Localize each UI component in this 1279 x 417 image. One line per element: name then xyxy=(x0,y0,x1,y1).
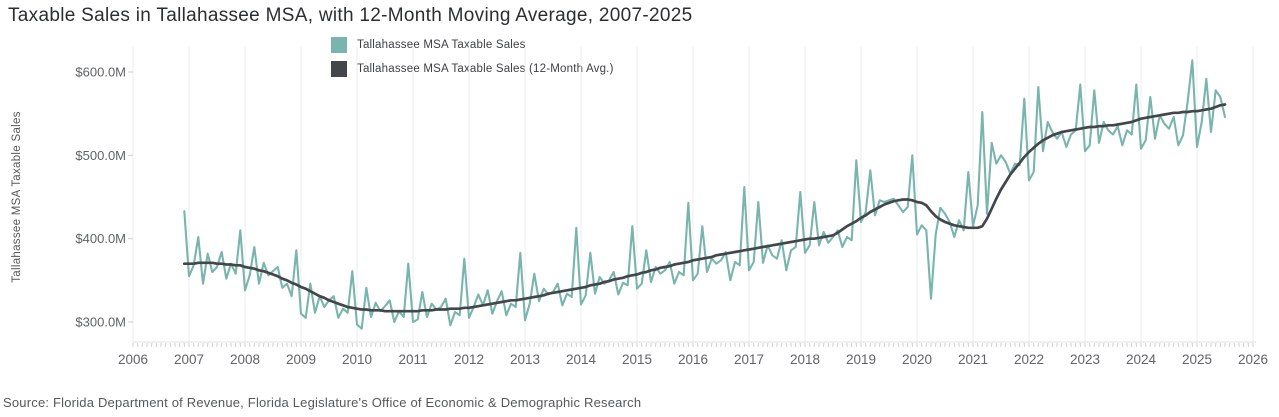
x-axis-label: 2023 xyxy=(1070,352,1100,367)
legend-item-moving-average[interactable]: Tallahassee MSA Taxable Sales (12-Month … xyxy=(331,61,614,77)
x-axis-label: 2026 xyxy=(1238,352,1268,367)
x-axis-label: 2006 xyxy=(118,352,148,367)
x-axis-label: 2016 xyxy=(678,352,708,367)
legend-item-sales[interactable]: Tallahassee MSA Taxable Sales xyxy=(331,37,614,53)
x-axis-label: 2008 xyxy=(230,352,260,367)
sales-series-swatch xyxy=(331,37,347,53)
x-axis-label: 2007 xyxy=(174,352,204,367)
legend-label-sales: Tallahassee MSA Taxable Sales xyxy=(357,39,526,51)
x-axis-label: 2025 xyxy=(1182,352,1212,367)
taxable-sales-line xyxy=(183,59,1227,330)
y-axis-label: $400.0M xyxy=(75,231,126,246)
x-axis-label: 2013 xyxy=(510,352,540,367)
source-note: Source: Florida Department of Revenue, F… xyxy=(3,395,642,410)
x-axis-label: 2018 xyxy=(790,352,820,367)
x-axis-label: 2017 xyxy=(734,352,764,367)
legend: Tallahassee MSA Taxable Sales Tallahasse… xyxy=(331,37,614,85)
x-axis-label: 2015 xyxy=(622,352,652,367)
x-axis-label: 2019 xyxy=(846,352,876,367)
chart-title: Taxable Sales in Tallahassee MSA, with 1… xyxy=(8,5,693,26)
y-axis-label: $600.0M xyxy=(75,65,126,80)
x-axis-label: 2011 xyxy=(398,352,427,367)
plot-area: 2006 2007 2008 2009 2010 2011 2012 2013 2014 2015… xyxy=(75,47,1268,367)
legend-label-moving-average: Tallahassee MSA Taxable Sales (12-Month … xyxy=(357,63,614,75)
x-axis-label: 2022 xyxy=(1014,352,1044,367)
moving-average-series-swatch xyxy=(331,61,347,77)
moving-average-line xyxy=(182,103,1227,313)
x-axis-label: 2024 xyxy=(1126,352,1157,367)
x-axis-label: 2021 xyxy=(958,352,988,367)
x-axis-label: 2009 xyxy=(286,352,316,367)
y-axis-label: $500.0M xyxy=(75,148,126,163)
x-axis-label: 2014 xyxy=(566,352,597,367)
x-axis-label: 2012 xyxy=(454,352,484,367)
y-axis-label: $300.0M xyxy=(75,315,126,330)
x-axis-label: 2010 xyxy=(342,352,372,367)
x-axis-label: 2020 xyxy=(902,352,932,367)
